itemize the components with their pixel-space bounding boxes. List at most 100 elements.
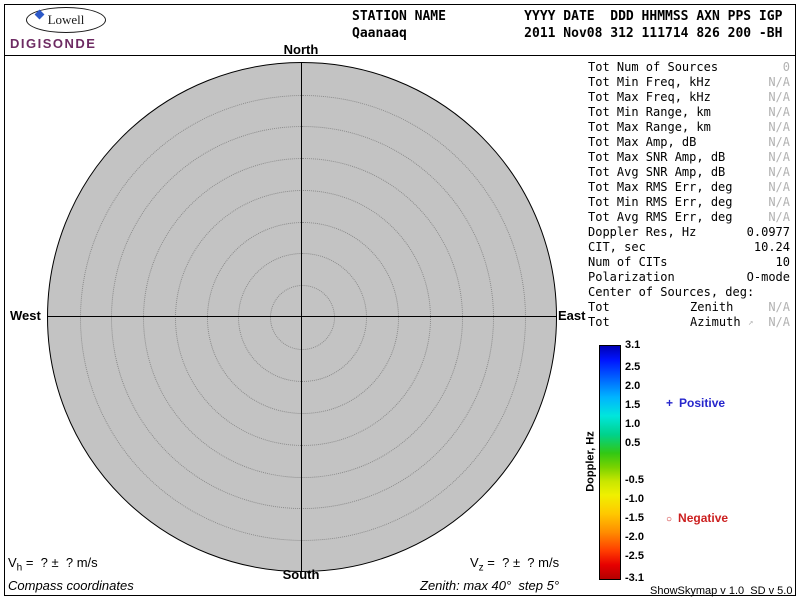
stat-value: N/A [768, 180, 790, 194]
vh-value: = ? ± ? m/s [22, 555, 98, 570]
station-name-value: Qaanaaq [352, 26, 407, 41]
col-hhmmss-label: HHMMSS [641, 9, 689, 24]
stat-value: N/A [768, 120, 790, 134]
doppler-colorbar [599, 345, 621, 580]
col-date-label: DATE [563, 9, 595, 24]
stat-row: Tot Max SNR Amp, dB N/A [588, 150, 790, 165]
stat-value: N/A [768, 135, 790, 149]
stat-row: Doppler Res, Hz 0.0977 [588, 225, 790, 240]
stat-label: Tot Min Freq, kHz [588, 75, 711, 89]
col-ddd-value: 312 [610, 26, 634, 41]
stat-sublabel: Zenith [690, 300, 734, 314]
colorbar-tick-label: 1.0 [625, 418, 641, 430]
stat-value: N/A [768, 105, 790, 119]
lowell-logo-oval: Lowell [26, 7, 106, 33]
stat-row: Tot Min Range, km N/A [588, 105, 790, 120]
legend-positive-label: Positive [679, 396, 726, 410]
col-pps-label: PPS [727, 9, 752, 24]
digisonde-wordmark: DIGISONDE [10, 36, 97, 51]
vh-subscript: h [16, 562, 23, 574]
vh-symbol: V [8, 555, 17, 570]
stat-value: N/A [768, 300, 790, 314]
col-date-value: Nov08 [563, 26, 603, 41]
stat-row: Tot Num of Sources 0 [588, 60, 790, 75]
stat-label: Tot [588, 300, 610, 314]
col-pps-value: 200 [727, 26, 752, 41]
stat-label: Tot Max Amp, dB [588, 135, 697, 149]
stat-label: Tot Avg RMS Err, deg [588, 210, 733, 224]
compass-label-east: East [558, 308, 586, 323]
coordinates-note: Compass coordinates [8, 578, 134, 593]
legend-negative-label: Negative [678, 511, 729, 525]
stat-row: CIT, sec 10.24 [588, 240, 790, 255]
crosshair-vertical [301, 63, 302, 571]
col-yyyy-label: YYYY [524, 9, 556, 24]
stat-row: Polarization O-mode [588, 270, 790, 285]
colorbar-tick-label: -2.0 [625, 531, 644, 543]
station-name-label: STATION NAME [352, 9, 446, 24]
stat-row: Tot Azimuth ↗ N/A [588, 315, 790, 330]
compass-label-west: West [10, 308, 41, 323]
plus-icon: + [666, 396, 674, 410]
stat-label: Tot Max Freq, kHz [588, 90, 711, 104]
stats-panel: Tot Num of Sources 0 Tot Min Freq, kHz N/A… [588, 60, 790, 330]
header-divider [4, 55, 796, 56]
diamond-icon [34, 9, 45, 20]
colorbar-axis-label: Doppler, Hz [584, 431, 597, 492]
stat-row: Tot Min RMS Err, deg N/A [588, 195, 790, 210]
stat-label: Tot Max SNR Amp, dB [588, 150, 726, 164]
col-axn-label: AXN [696, 9, 720, 24]
colorbar-tick-label: -3.1 [625, 572, 644, 584]
stat-label: Tot Max RMS Err, deg [588, 180, 733, 194]
colorbar-tick-label: 1.5 [625, 399, 641, 411]
colorbar-tick-label: 2.5 [625, 361, 641, 373]
stat-row: Tot Max Amp, dB N/A [588, 135, 790, 150]
zenith-range-note: Zenith: max 40° step 5° [420, 578, 560, 593]
col-axn-value: 826 [696, 26, 720, 41]
vh-readout: Vh = ? ± ? m/s [8, 555, 98, 574]
stat-sublabel: Azimuth [690, 315, 741, 329]
stat-label: Num of CITs [588, 255, 668, 269]
legend-negative: ○ Negative [666, 511, 728, 525]
compass-label-south: South [282, 567, 320, 582]
vz-readout: Vz = ? ± ? m/s [470, 555, 559, 574]
stat-row: Tot Max Freq, kHz N/A [588, 90, 790, 105]
stat-value: N/A [768, 75, 790, 89]
station-header: STATION NAME YYYY DATE DDD HHMMSS AXN PP… [352, 8, 782, 42]
stat-value: O-mode [746, 270, 790, 284]
stat-label: Tot Avg SNR Amp, dB [588, 165, 726, 179]
stat-label: Tot Max Range, km [588, 120, 711, 134]
stat-value: N/A [768, 210, 790, 224]
station-header-values: Qaanaaq 2011 Nov08 312 111714 826 200 -B… [352, 25, 782, 42]
stat-value: N/A [768, 315, 790, 329]
col-hhmmss-value: 111714 [641, 26, 689, 41]
vz-symbol: V [470, 555, 479, 570]
vz-value: = ? ± ? m/s [483, 555, 560, 570]
zenith-ring [80, 95, 526, 541]
colorbar-tick-label: 0.5 [625, 437, 641, 449]
colorbar-tick-label: 3.1 [625, 339, 641, 351]
window-border [4, 4, 796, 596]
crosshair-horizontal [48, 316, 556, 317]
lowell-logo: Lowell DIGISONDE [10, 7, 106, 51]
stat-value: 0 [782, 60, 790, 74]
col-ddd-label: DDD [610, 9, 634, 24]
stat-value: N/A [768, 90, 790, 104]
circle-icon: ○ [666, 514, 673, 525]
version-text: ShowSkymap v 1.0 SD v 5.0 [650, 585, 793, 597]
vz-subscript: z [478, 562, 484, 574]
col-igp-label: IGP [758, 9, 783, 24]
stat-label: Tot Num of Sources [588, 60, 719, 74]
stat-label: Center of Sources, deg: [588, 285, 755, 299]
stat-label: Doppler Res, Hz [588, 225, 697, 239]
col-igp-value: -BH [758, 26, 783, 41]
stat-value: 10.24 [753, 240, 790, 254]
col-yyyy-value: 2011 [524, 26, 556, 41]
stat-value: N/A [768, 165, 790, 179]
stat-row: Num of CITs 10 [588, 255, 790, 270]
stat-label: Polarization [588, 270, 675, 284]
stat-value: 10 [775, 255, 790, 269]
stat-label: Tot Min Range, km [588, 105, 711, 119]
stat-value: N/A [768, 195, 790, 209]
